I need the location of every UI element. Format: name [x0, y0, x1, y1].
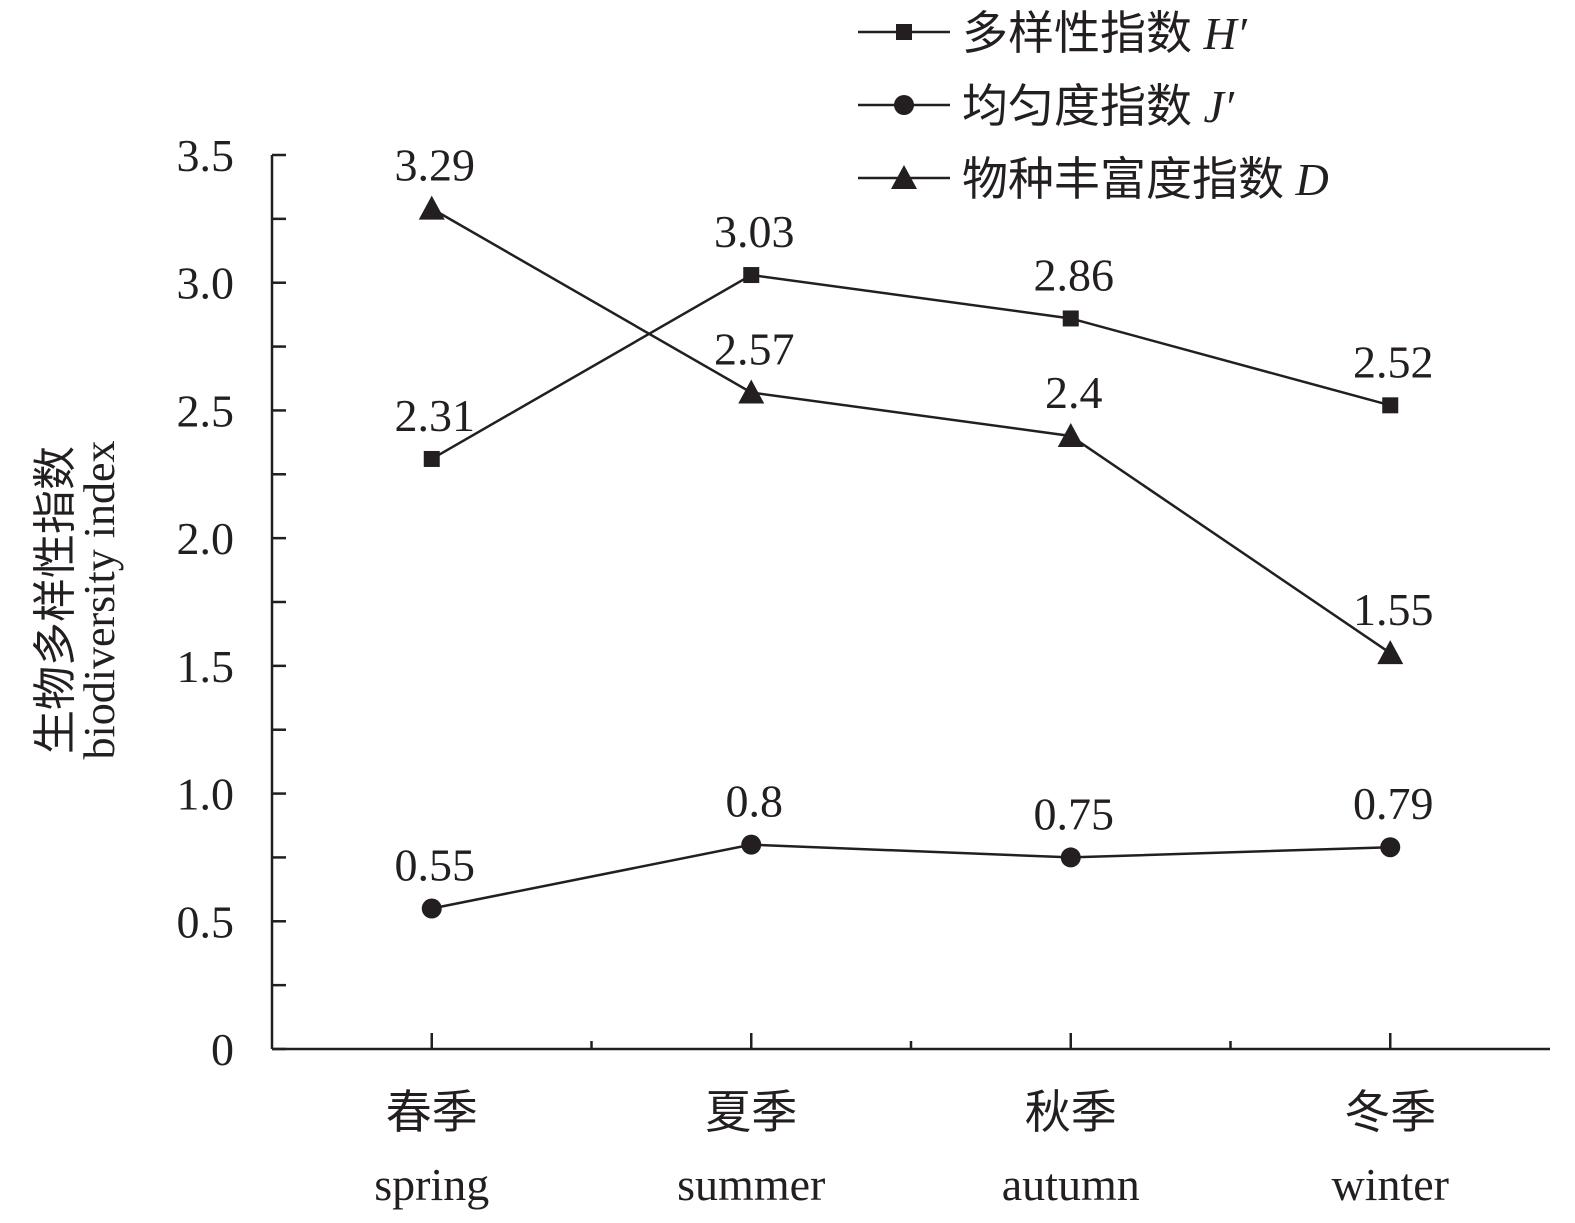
x-tick-label-zh: 秋季 [1025, 1087, 1117, 1138]
legend-name: 物种丰富度指数 [962, 154, 1296, 205]
data-label-circle: 0.79 [1353, 778, 1434, 829]
y-tick-label: 1.0 [177, 769, 235, 820]
data-label-circle: 0.8 [726, 776, 784, 827]
legend-name: 均匀度指数 [962, 81, 1204, 132]
series-layer [418, 195, 1404, 919]
y-axis-label: 生物多样性指数 biodiversity index [31, 441, 124, 760]
y-tick-label: 0.5 [177, 896, 235, 947]
legend-marker-square [896, 24, 912, 40]
data-point-square [743, 267, 760, 284]
data-label-triangle: 2.57 [714, 324, 795, 375]
data-point-square [1062, 310, 1079, 327]
data-point-triangle [418, 195, 445, 220]
data-label-triangle: 1.55 [1353, 584, 1434, 635]
data-labels: 2.31 3.03 2.86 2.52 0.55 0.8 0.75 0.79 3.29 2.57 2… [395, 140, 1434, 891]
data-point-circle [1380, 837, 1401, 858]
data-point-circle [741, 834, 762, 855]
legend: 多样性指数 H′ 均匀度指数 J′ 物种丰富度指数 D [858, 8, 1329, 205]
data-point-circle [421, 898, 442, 919]
x-tick-label-zh: 春季 [386, 1087, 478, 1138]
legend-symbol: J′ [1204, 81, 1235, 132]
y-tick-label: 0 [211, 1024, 234, 1075]
series-line-circle [431, 843, 1391, 910]
y-tick-label: 2.5 [177, 385, 235, 436]
y-axis-label-en: biodiversity index [75, 441, 124, 760]
data-label-circle: 0.55 [395, 840, 476, 891]
data-point-circle [1060, 847, 1081, 868]
legend-label-triangle: 物种丰富度指数 D [962, 154, 1329, 205]
legend-symbol: D [1295, 154, 1329, 205]
data-label-square: 2.52 [1353, 336, 1434, 387]
y-axis-label-zh: 生物多样性指数 [31, 446, 80, 754]
y-tick-label: 1.5 [177, 641, 235, 692]
x-tick-label-zh: 冬季 [1344, 1087, 1436, 1138]
data-label-square: 2.31 [395, 390, 476, 441]
legend-label-circle: 均匀度指数 J′ [962, 81, 1235, 132]
legend-symbol: H′ [1203, 8, 1248, 59]
data-label-circle: 0.75 [1034, 788, 1115, 839]
data-point-triangle [1377, 640, 1404, 665]
x-tick-label-zh: 夏季 [705, 1087, 797, 1138]
y-tick-label: 2.0 [177, 513, 235, 564]
data-point-square [423, 450, 440, 467]
legend-marker-circle [894, 95, 914, 115]
data-label-square: 3.03 [714, 206, 795, 257]
data-label-triangle: 3.29 [395, 140, 476, 191]
data-point-triangle [738, 379, 765, 404]
x-tick-label-en: summer [677, 1159, 825, 1210]
y-tick-label: 3.0 [177, 258, 235, 309]
series-line-triangle [431, 207, 1391, 655]
data-point-triangle [1057, 422, 1084, 447]
legend-label-square: 多样性指数 H′ [962, 8, 1248, 59]
data-point-square [1382, 397, 1399, 414]
y-ticks: 0 0.5 1.0 1.5 2.0 2.5 3.0 3.5 [177, 130, 286, 1075]
x-tick-label-en: spring [374, 1159, 489, 1210]
data-label-square: 2.86 [1034, 249, 1115, 300]
legend-marker-triangle [891, 165, 917, 189]
data-label-triangle: 2.4 [1045, 367, 1103, 418]
x-ticks: 春季 spring 夏季 summer 秋季 autumn 冬季 winter [374, 1033, 1449, 1210]
x-tick-label-en: autumn [1002, 1159, 1140, 1210]
y-tick-label: 3.5 [177, 130, 235, 181]
legend-name: 多样性指数 [962, 8, 1204, 59]
x-tick-label-en: winter [1331, 1159, 1449, 1210]
series-line-square [431, 273, 1391, 461]
